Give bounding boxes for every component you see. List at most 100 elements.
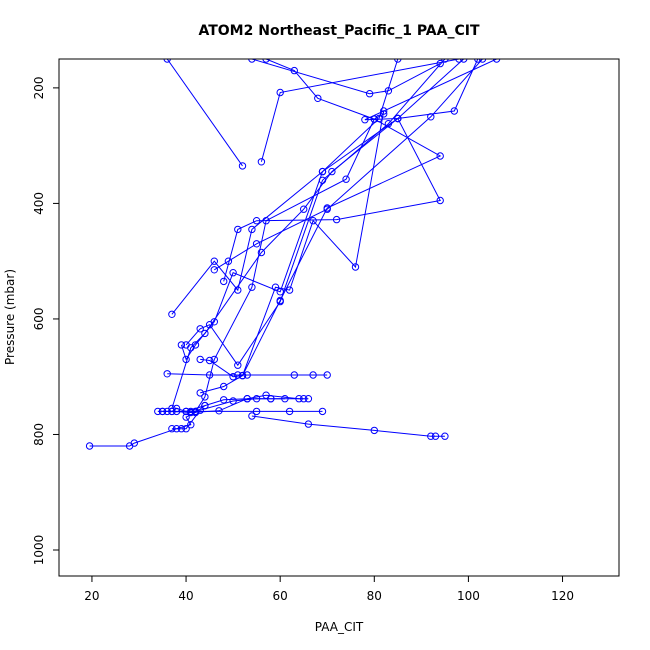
data-point (323, 205, 331, 213)
series-11 (168, 59, 482, 318)
data-point (257, 158, 266, 166)
series-line (200, 59, 442, 394)
data-point (318, 407, 327, 416)
y-axis: 200 400 600 800 1000 (32, 76, 59, 565)
data-point (267, 395, 275, 403)
data-point (238, 162, 247, 170)
data-point (276, 297, 284, 306)
data-point (158, 407, 167, 416)
data-point (436, 59, 444, 68)
y-tick-label: 800 (32, 423, 46, 446)
data-point (187, 344, 195, 352)
data-point (427, 113, 435, 121)
data-point (248, 283, 256, 291)
data-point (215, 407, 223, 415)
data-point (248, 59, 256, 63)
series-line (190, 113, 384, 412)
series-9 (196, 107, 388, 381)
series-8 (163, 370, 331, 379)
data-point (257, 248, 266, 257)
series-14 (168, 59, 468, 413)
data-point (248, 225, 256, 234)
series-line (260, 59, 460, 162)
data-point (210, 355, 219, 364)
data-point (168, 425, 176, 433)
data-point (130, 439, 139, 447)
data-point (252, 407, 261, 416)
data-point (229, 269, 237, 277)
data-point (460, 59, 468, 63)
data-point (187, 421, 195, 429)
x-tick-label: 120 (551, 589, 574, 603)
data-point (455, 59, 463, 63)
plot-area (58, 58, 620, 577)
series-15 (220, 59, 501, 286)
data-point (394, 114, 402, 123)
data-point (285, 407, 294, 416)
data-point (182, 413, 190, 421)
data-point (243, 395, 251, 403)
series-13 (182, 59, 449, 369)
data-point (238, 371, 247, 380)
data-point (365, 90, 374, 98)
data-point (375, 114, 383, 123)
data-point (361, 116, 369, 124)
data-point (196, 355, 204, 364)
data-point (309, 371, 317, 379)
series-6 (158, 395, 308, 417)
series-line (162, 394, 309, 412)
data-point (314, 94, 322, 103)
data-point (276, 88, 284, 97)
data-point (154, 407, 162, 416)
series-7 (196, 59, 444, 397)
data-point (168, 310, 176, 318)
data-point (332, 215, 341, 224)
series-line (200, 110, 385, 378)
data-point (210, 266, 219, 274)
data-point (182, 425, 190, 433)
data-point (427, 432, 435, 440)
data-point (234, 371, 242, 379)
data-point (384, 87, 393, 95)
data-point (478, 59, 487, 63)
data-point (262, 59, 270, 63)
data-point (474, 59, 482, 63)
data-point (309, 217, 317, 225)
data-point (441, 432, 449, 440)
data-point (328, 167, 336, 176)
x-axis-label: PAA_CIT (315, 620, 364, 634)
series-16 (210, 59, 487, 274)
data-point (229, 397, 237, 405)
data-point (318, 167, 327, 176)
data-point (290, 371, 298, 379)
data-point (220, 396, 228, 404)
data-point (300, 395, 308, 403)
data-point (201, 329, 209, 338)
data-point (351, 263, 360, 271)
data-point (187, 407, 195, 416)
data-point (304, 420, 313, 428)
data-point (163, 370, 171, 378)
series-line (251, 59, 441, 95)
series-line (167, 373, 328, 376)
series-18 (257, 59, 463, 166)
data-point (177, 425, 186, 433)
data-point (220, 277, 228, 286)
data-point (168, 404, 176, 413)
y-tick-label: 200 (32, 76, 46, 99)
y-tick-label: 1000 (32, 535, 46, 566)
data-point (248, 412, 256, 420)
data-point (285, 286, 294, 294)
data-point (436, 152, 444, 160)
data-point (492, 59, 501, 63)
data-point (342, 175, 350, 183)
y-tick-label: 400 (32, 192, 46, 215)
data-point (234, 361, 242, 369)
data-point (85, 442, 94, 450)
x-tick-label: 20 (84, 589, 99, 603)
data-point (196, 389, 204, 397)
series-line (166, 59, 243, 167)
data-point (436, 196, 444, 205)
series-19 (248, 59, 444, 98)
